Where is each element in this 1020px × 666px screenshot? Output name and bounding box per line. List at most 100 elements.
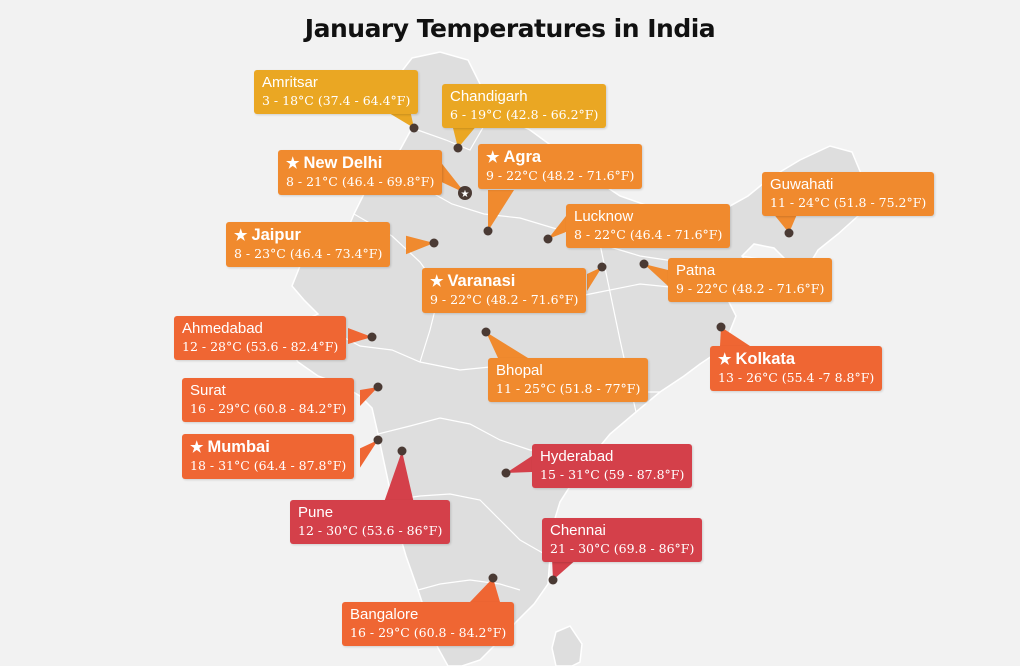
temperature-range: 12 - 28°C (53.6 - 82.4°F) <box>182 339 339 354</box>
city-label-patna[interactable]: Patna 9 - 22°C (48.2 - 71.6°F) <box>668 258 833 302</box>
city-name-text: Mumbai <box>207 438 270 456</box>
city-name: Chennai <box>550 522 694 540</box>
temperature-range: 16 - 29°C (60.8 - 84.2°F) <box>190 401 347 416</box>
temperature-range: 18 - 31°C (64.4 - 87.8°F) <box>190 458 347 473</box>
city-label-lucknow[interactable]: Lucknow 8 - 22°C (46.4 - 71.6°F) <box>566 204 731 248</box>
city-label-bangalore[interactable]: Bangalore 16 - 29°C (60.8 - 84.2°F) <box>342 602 515 646</box>
city-name-text: Varanasi <box>447 272 516 290</box>
callout-tail-bhopal <box>486 332 528 358</box>
city-name: Chandigarh <box>450 88 598 106</box>
city-marker-kolkata[interactable] <box>716 322 726 332</box>
city-marker-jaipur[interactable] <box>429 238 439 248</box>
city-name-text: Jaipur <box>251 226 301 244</box>
callout-tail-chennai <box>552 558 578 580</box>
city-label-varanasi[interactable]: ★ Varanasi 9 - 22°C (48.2 - 71.6°F) <box>422 268 587 313</box>
city-label-jaipur[interactable]: ★ Jaipur 8 - 23°C (46.4 - 73.4°F) <box>226 222 391 267</box>
city-name: ★ Jaipur <box>234 226 382 245</box>
callout-tail-amritsar <box>384 110 414 128</box>
callout-tail-new-delhi <box>442 163 465 193</box>
callout-tail-hyderabad <box>506 456 532 473</box>
city-marker-hyderabad[interactable] <box>501 468 511 478</box>
city-name: ★ New Delhi <box>286 154 434 173</box>
temperature-range: 3 - 18°C (37.4 - 64.4°F) <box>262 93 411 108</box>
callout-tail-chandigarh <box>452 124 478 148</box>
city-marker-lucknow[interactable] <box>543 234 553 244</box>
city-name: Bhopal <box>496 362 640 380</box>
city-marker-amritsar[interactable] <box>409 123 419 133</box>
city-label-bhopal[interactable]: Bhopal 11 - 25°C (51.8 - 77°F) <box>488 358 649 402</box>
city-name-text: Patna <box>676 262 716 279</box>
temperature-range: 15 - 31°C (59 - 87.8°F) <box>540 467 685 482</box>
city-name-text: Pune <box>298 504 334 521</box>
city-name: Amritsar <box>262 74 410 92</box>
city-name: Surat <box>190 382 346 400</box>
city-marker-agra[interactable] <box>483 226 493 236</box>
callout-tail-jaipur <box>406 235 434 255</box>
callout-tail-agra <box>488 190 514 231</box>
city-name-text: Bhopal <box>496 362 543 379</box>
callout-tail-patna <box>644 264 668 286</box>
city-marker-patna[interactable] <box>639 259 649 269</box>
city-name-text: Lucknow <box>574 208 634 225</box>
temperature-range: 8 - 23°C (46.4 - 73.4°F) <box>234 246 383 261</box>
city-label-ahmedabad[interactable]: Ahmedabad 12 - 28°C (53.6 - 82.4°F) <box>174 316 347 360</box>
city-label-chennai[interactable]: Chennai 21 - 30°C (69.8 - 86°F) <box>542 518 703 562</box>
city-name-text: New Delhi <box>303 154 383 172</box>
city-name-text: Amritsar <box>262 74 318 91</box>
city-name: Bangalore <box>350 606 506 624</box>
city-name: ★ Varanasi <box>430 272 578 291</box>
city-name-text: Kolkata <box>735 350 796 368</box>
city-name: Ahmedabad <box>182 320 338 338</box>
city-marker-bhopal[interactable] <box>481 327 491 337</box>
city-marker-bangalore[interactable] <box>488 573 498 583</box>
city-name-text: Chennai <box>550 522 606 539</box>
star-icon: ★ <box>286 155 300 172</box>
city-name: ★ Kolkata <box>718 350 874 369</box>
city-name-text: Surat <box>190 382 226 399</box>
star-icon: ★ <box>718 351 732 368</box>
city-name-text: Chandigarh <box>450 88 528 105</box>
city-name-text: Ahmedabad <box>182 320 263 337</box>
city-label-new-delhi[interactable]: ★ New Delhi 8 - 21°C (46.4 - 69.8°F) <box>278 150 443 195</box>
callout-tail-varanasi <box>587 267 602 291</box>
callout-tail-kolkata <box>720 327 750 346</box>
city-marker-chandigarh[interactable] <box>453 143 463 153</box>
callout-tail-lucknow <box>548 216 566 239</box>
callout-tail-pune <box>384 451 414 500</box>
city-label-chandigarh[interactable]: Chandigarh 6 - 19°C (42.8 - 66.2°F) <box>442 84 607 128</box>
city-label-guwahati[interactable]: Guwahati 11 - 24°C (51.8 - 75.2°F) <box>762 172 935 216</box>
city-label-pune[interactable]: Pune 12 - 30°C (53.6 - 86°F) <box>290 500 451 544</box>
map-title: January Temperatures in India <box>304 14 716 43</box>
city-label-agra[interactable]: ★ Agra 9 - 22°C (48.2 - 71.6°F) <box>478 144 643 189</box>
callout-tail-guwahati <box>772 212 798 233</box>
city-marker-ahmedabad[interactable] <box>367 332 377 342</box>
temperature-range: 6 - 19°C (42.8 - 66.2°F) <box>450 107 599 122</box>
city-marker-varanasi[interactable] <box>597 262 607 272</box>
temperature-range: 9 - 22°C (48.2 - 71.6°F) <box>676 281 825 296</box>
city-marker-surat[interactable] <box>373 382 383 392</box>
city-marker-pune[interactable] <box>397 446 407 456</box>
city-name: ★ Mumbai <box>190 438 346 457</box>
city-name: Hyderabad <box>540 448 684 466</box>
city-marker-guwahati[interactable] <box>784 228 794 238</box>
city-label-kolkata[interactable]: ★ Kolkata 13 - 26°C (55.4 -7 8.8°F) <box>710 346 883 391</box>
city-name: Lucknow <box>574 208 722 226</box>
star-icon: ★ <box>461 189 470 200</box>
city-name: ★ Agra <box>486 148 634 167</box>
temperature-range: 13 - 26°C (55.4 -7 8.8°F) <box>718 370 875 385</box>
temperature-range: 8 - 22°C (46.4 - 71.6°F) <box>574 227 723 242</box>
city-label-amritsar[interactable]: Amritsar 3 - 18°C (37.4 - 64.4°F) <box>254 70 419 114</box>
city-label-surat[interactable]: Surat 16 - 29°C (60.8 - 84.2°F) <box>182 378 355 422</box>
city-label-hyderabad[interactable]: Hyderabad 15 - 31°C (59 - 87.8°F) <box>532 444 693 488</box>
sri-lanka-landmass <box>551 625 583 666</box>
city-marker-mumbai[interactable] <box>373 435 383 445</box>
city-name: Patna <box>676 262 824 280</box>
city-name: Guwahati <box>770 176 926 194</box>
temperature-range: 21 - 30°C (69.8 - 86°F) <box>550 541 695 556</box>
city-label-mumbai[interactable]: ★ Mumbai 18 - 31°C (64.4 - 87.8°F) <box>182 434 355 479</box>
star-icon: ★ <box>430 273 444 290</box>
temperature-range: 12 - 30°C (53.6 - 86°F) <box>298 523 443 538</box>
city-name-text: Agra <box>503 148 542 166</box>
capital-marker-new-delhi[interactable] <box>458 186 472 200</box>
city-marker-chennai[interactable] <box>548 575 558 585</box>
